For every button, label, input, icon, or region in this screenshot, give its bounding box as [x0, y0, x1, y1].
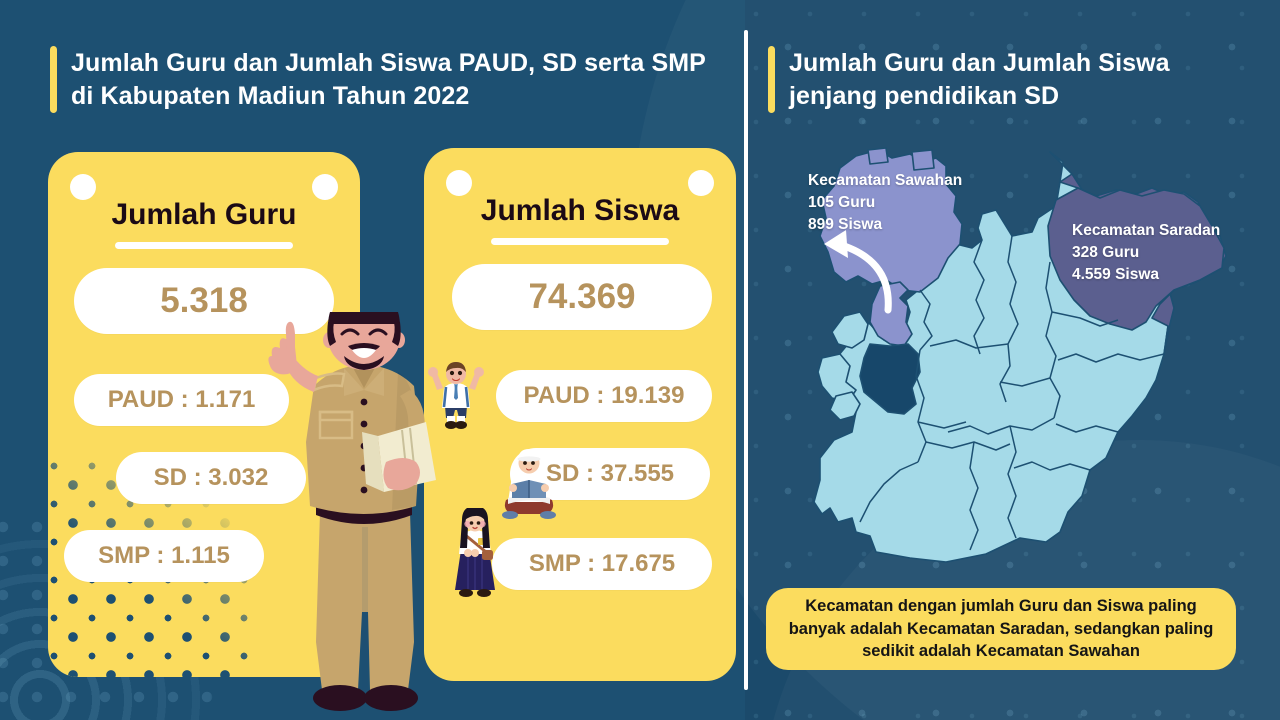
map-region-sawahan-actual: [869, 281, 913, 347]
guru-sd-value: SD : 3.032: [116, 452, 306, 504]
map-label-saradan: Kecamatan Saradan 328 Guru 4.559 Siswa: [1072, 220, 1220, 286]
map-label-sawahan-guru: 105 Guru: [808, 194, 876, 211]
map-region-sawahan-notch-a: [867, 147, 889, 165]
map-label-sawahan: Kecamatan Sawahan 105 Guru 899 Siswa: [808, 170, 962, 236]
panel-divider: [744, 30, 748, 690]
map-label-saradan-siswa: 4.559 Siswa: [1072, 266, 1160, 283]
card-siswa-underline: [491, 238, 669, 245]
card-jumlah-guru: Jumlah Guru 5.318 PAUD : 1.171 SD : 3.03…: [48, 152, 360, 677]
right-title-block: Jumlah Guru dan Jumlah Siswa jenjang pen…: [768, 46, 1238, 113]
punch-hole-right-icon: [312, 174, 338, 200]
siswa-smp-value: SMP : 17.675: [492, 538, 712, 590]
map-region-sawahan-notch-b: [911, 149, 935, 171]
guru-paud-value: PAUD : 1.171: [74, 374, 289, 426]
guru-smp-value: SMP : 1.115: [64, 530, 264, 582]
right-title-text: Jumlah Guru dan Jumlah Siswa jenjang pen…: [789, 49, 1170, 110]
map-district-boundaries: [859, 235, 1165, 551]
siswa-total-value: 74.369: [452, 264, 712, 330]
map-region-saradan-body: [1047, 187, 1225, 331]
map-region-dark-west: [859, 343, 921, 415]
punch-hole-left-icon: [70, 174, 96, 200]
card-guru-heading: Jumlah Guru: [111, 198, 297, 231]
teacher-illustration: [268, 312, 436, 711]
punch-hole-right-icon: [688, 170, 714, 196]
map-region-west-lobe-3: [829, 391, 861, 421]
left-title-text: Jumlah Guru dan Jumlah Siswa PAUD, SD se…: [71, 49, 706, 110]
title-accent-bar: [768, 46, 775, 113]
card-guru-underline: [115, 242, 293, 249]
siswa-paud-value: PAUD : 19.139: [496, 370, 712, 422]
map-label-saradan-guru: 328 Guru: [1072, 244, 1140, 261]
curved-arrow-icon: [824, 230, 892, 314]
map-label-sawahan-siswa: 899 Siswa: [808, 216, 883, 233]
map-label-saradan-name: Kecamatan Saradan: [1072, 222, 1221, 239]
madiun-regency-map: [813, 147, 1227, 563]
left-title-block: Jumlah Guru dan Jumlah Siswa PAUD, SD se…: [50, 46, 710, 113]
insight-note-box: Kecamatan dengan jumlah Guru dan Siswa p…: [766, 588, 1236, 670]
map-region-west-lobe-1: [831, 311, 869, 349]
student-boy-illustration: [428, 362, 484, 429]
student-girl-illustration: [455, 508, 495, 597]
card-jumlah-siswa: Jumlah Siswa 74.369 PAUD : 19.139 SD : 3…: [424, 148, 736, 681]
map-label-sawahan-name: Kecamatan Sawahan: [808, 172, 963, 189]
card-siswa-heading: Jumlah Siswa: [480, 194, 680, 227]
punch-hole-left-icon: [446, 170, 472, 196]
title-accent-bar: [50, 46, 57, 113]
insight-note-text: Kecamatan dengan jumlah Guru dan Siswa p…: [788, 596, 1214, 661]
student-quran-illustration: [502, 449, 556, 519]
